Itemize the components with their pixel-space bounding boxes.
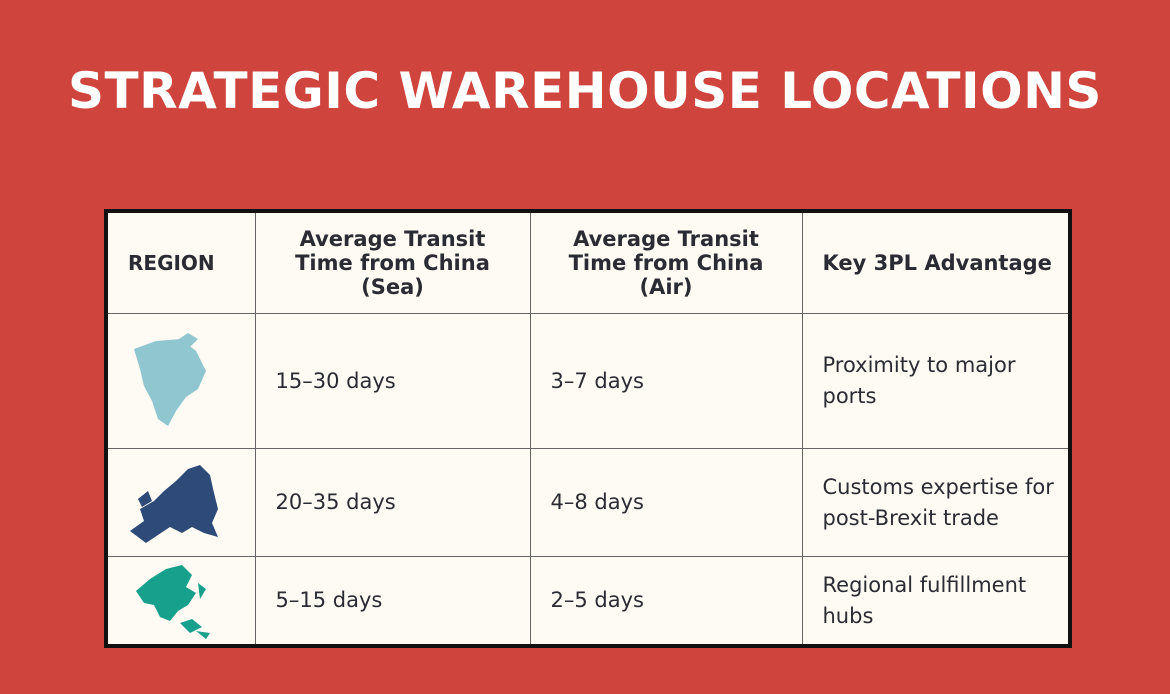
cell-text: Regional fulfillment hubs	[822, 572, 1027, 628]
cell: 3–7 days	[529, 313, 803, 449]
cell-text: 2–5 days	[550, 588, 644, 612]
header-cell: Average Transit Time from China (Sea)	[254, 210, 531, 314]
header-cell: REGION	[105, 210, 256, 314]
region-cell	[105, 313, 256, 449]
cell: 20–35 days	[254, 448, 531, 557]
region-cell	[105, 448, 256, 557]
cell: 2–5 days	[529, 556, 803, 647]
region-cell	[105, 556, 256, 647]
row: 15–30 days 3–7 days Proximity to major p…	[105, 313, 1071, 449]
cell-text: 15–30 days	[275, 368, 396, 393]
cell: 5–15 days	[254, 556, 531, 647]
table: REGION Average Transit Time from China (…	[104, 209, 1072, 648]
cell: 15–30 days	[254, 313, 531, 449]
header-cell: Key 3PL Advantage	[801, 210, 1071, 314]
cell-text: 4–8 days	[550, 490, 644, 514]
cell-text: 3–7 days	[550, 368, 644, 393]
row: 5–15 days 2–5 days Regional fulfillment …	[105, 556, 1071, 647]
header-cell: Average Transit Time from China (Air)	[529, 210, 803, 314]
cell-text: 20–35 days	[275, 490, 396, 514]
europe-icon	[130, 464, 218, 543]
row: 20–35 days 4–8 days Customs expertise fo…	[105, 448, 1071, 557]
asia-icon	[136, 564, 210, 639]
header-row: REGION Average Transit Time from China (…	[105, 210, 1071, 314]
cell: Regional fulfillment hubs	[801, 556, 1071, 647]
north-america-icon	[134, 333, 206, 426]
title: STRATEGIC WAREHOUSE LOCATIONS	[68, 62, 1102, 120]
cell-text: Customs expertise for post-Brexit trade	[822, 474, 1054, 530]
cell: Proximity to major ports	[801, 313, 1071, 449]
cell-text: Proximity to major ports	[822, 353, 1016, 408]
cell: 4–8 days	[529, 448, 803, 557]
cell-text: 5–15 days	[275, 588, 383, 612]
cell: Customs expertise for post-Brexit trade	[801, 448, 1071, 557]
